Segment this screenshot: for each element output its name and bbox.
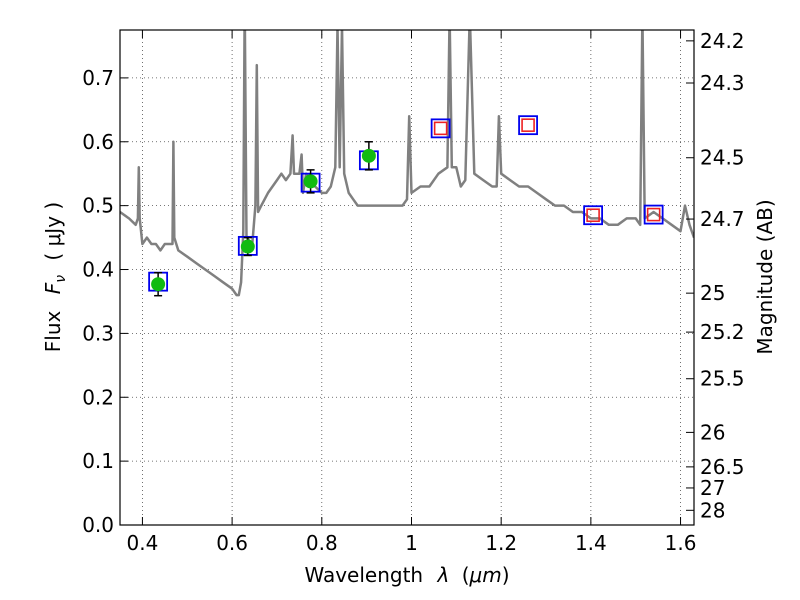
x-tick-label: 1.6 [665, 531, 697, 555]
y-tick-label: 0.4 [82, 258, 114, 282]
observed-point [303, 174, 318, 189]
y2-tick-label: 26.5 [700, 455, 745, 479]
y-axis-label: Flux Fν ( μJy ) [41, 202, 70, 352]
axis-ticks: 0.4 0.6 0.8 1 1.2 1.4 1.6 0.0 0.1 0.2 0.3 0.4 0.5 0.6… [82, 29, 744, 555]
observed-point [361, 148, 376, 163]
spectrum-series [120, 30, 694, 297]
model-blue-square [583, 205, 604, 226]
spectrum-line [120, 30, 694, 297]
model-red-square [433, 121, 448, 136]
y-tick-label: 0.7 [82, 66, 114, 90]
y2-tick-label: 25.5 [700, 367, 745, 391]
y2-tick-label: 24.2 [700, 29, 745, 53]
y-tick-label: 0.3 [82, 321, 114, 345]
model-red-square [521, 118, 535, 132]
model-blue-square [518, 115, 538, 136]
y-tick-label: 0.5 [82, 194, 114, 218]
y2-tick-label: 24.7 [700, 207, 745, 231]
y-tick-label: 0.6 [82, 130, 114, 154]
grid [120, 30, 694, 525]
observed-point [151, 277, 166, 292]
x-tick-label: 1.2 [485, 531, 517, 555]
x-tick-label: 1 [405, 531, 418, 555]
x-axis-label: Wavelength λ (μm) [304, 563, 509, 587]
y-tick-label: 0.1 [82, 449, 114, 473]
photometry-markers [148, 115, 664, 297]
observed-point [240, 239, 255, 254]
y2-tick-label: 27 [700, 476, 725, 500]
model-red-square [646, 207, 661, 222]
y2-tick-label: 26 [700, 420, 725, 444]
y-tick-label: 0.2 [82, 385, 114, 409]
model-blue-square [643, 204, 664, 225]
x-tick-label: 0.6 [216, 531, 248, 555]
model-blue-square [430, 118, 451, 139]
x-tick-label: 0.4 [127, 531, 159, 555]
x-tick-label: 1.4 [575, 531, 607, 555]
y2-tick-label: 28 [700, 498, 725, 522]
y2-tick-label: 24.5 [700, 146, 745, 170]
x-tick-label: 0.8 [306, 531, 338, 555]
y2-tick-label: 25 [700, 281, 725, 305]
y2-tick-label: 25.2 [700, 320, 745, 344]
model-red-square [586, 208, 600, 223]
y2-axis-label: Magnitude (AB) [753, 199, 777, 354]
y-tick-label: 0.0 [82, 513, 114, 537]
y2-tick-label: 24.3 [700, 71, 745, 95]
plot-frame [119, 29, 695, 526]
